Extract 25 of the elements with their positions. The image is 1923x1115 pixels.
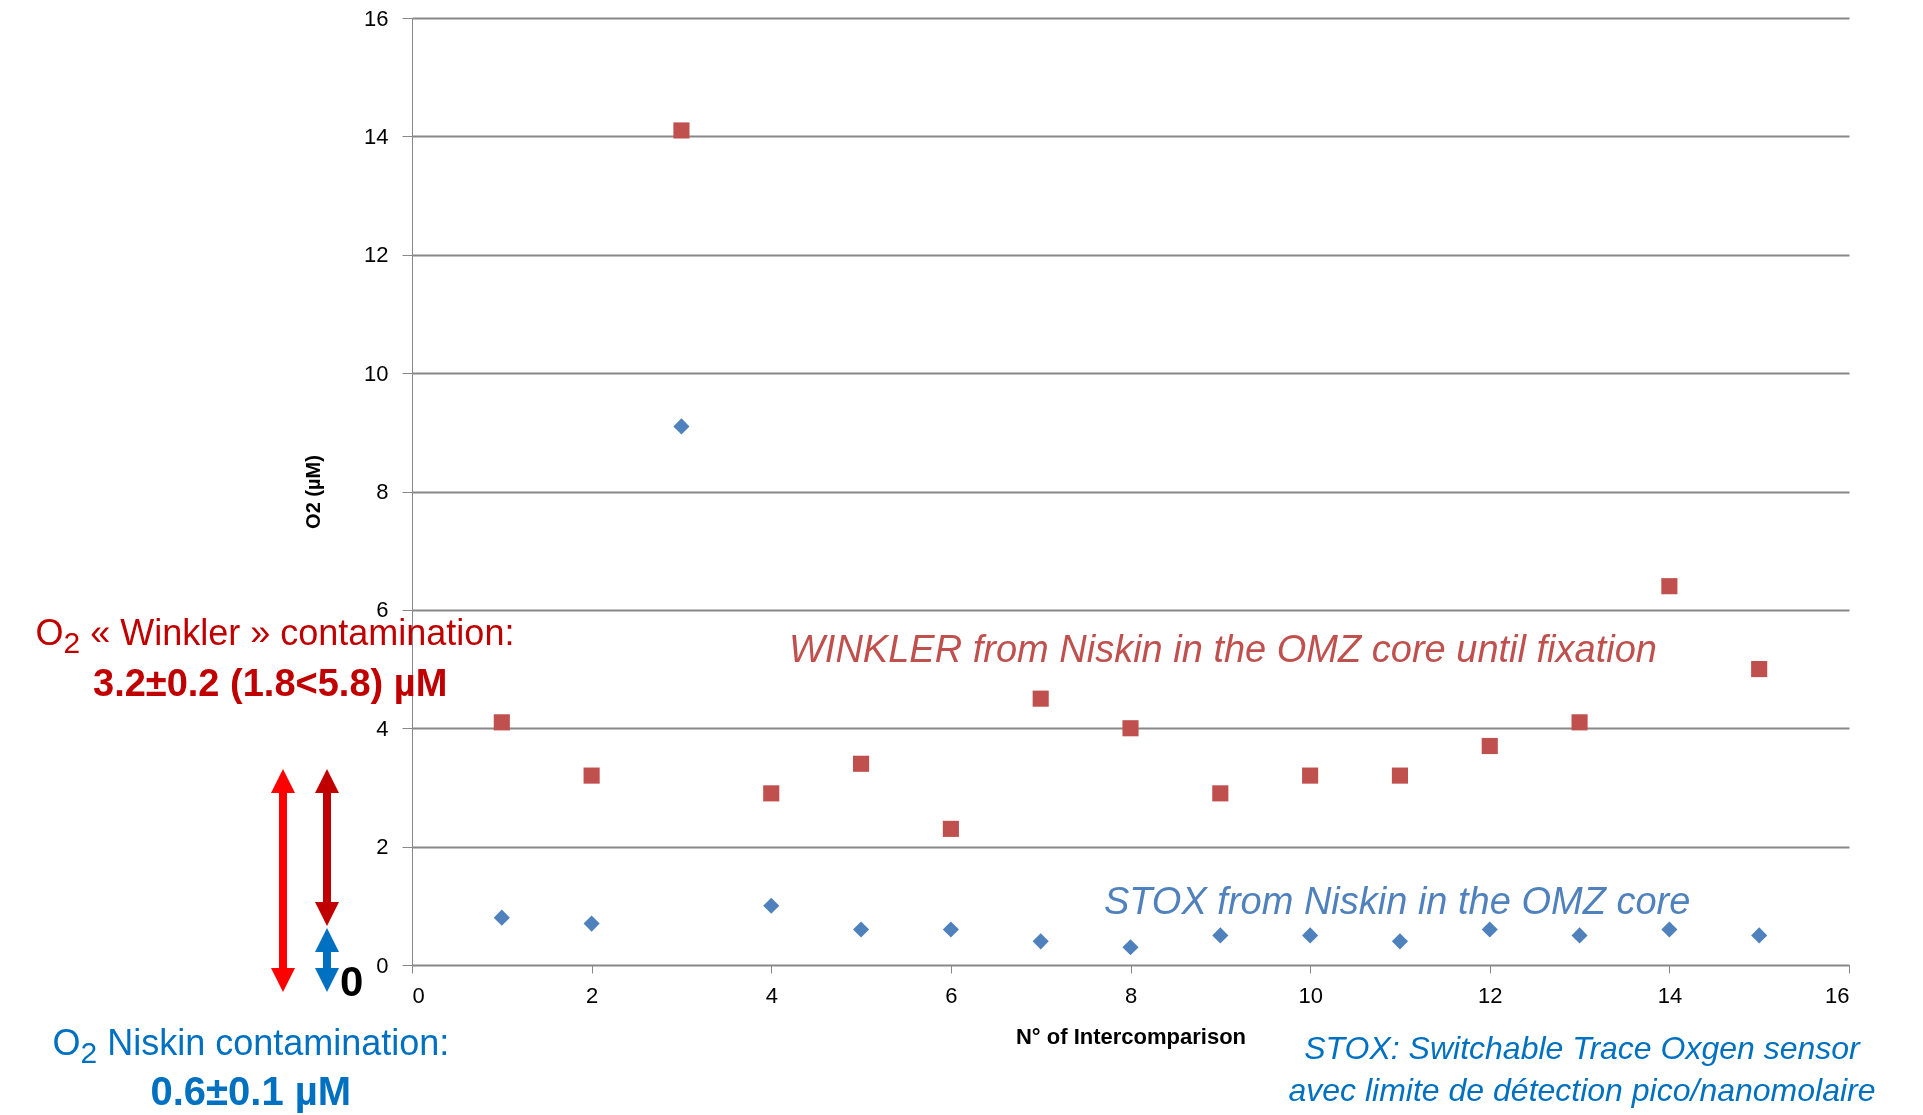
series-label: STOX from Niskin in the OMZ core [1104, 880, 1691, 923]
y-tick-label: 14 [364, 123, 389, 149]
y-tick-label: 4 [376, 715, 389, 741]
x-tick-label: 16 [1825, 982, 1850, 1008]
y-tick-label: 12 [364, 242, 389, 268]
text: STOX: Switchable Trace Oxgen sensor avec limite de détection pico/nanomolaire [1287, 1029, 1877, 1110]
annotation: 3.2±0.2 (1.8<5.8) µM [93, 662, 448, 705]
x-tick-label: 10 [1298, 982, 1323, 1008]
y-tick-label: 8 [376, 479, 389, 504]
text: 0.6±0.1 µM [150, 1069, 352, 1114]
y-tick-label: 2 [376, 834, 389, 860]
series-label: WINKLER from Niskin in the OMZ core until fixation [789, 628, 1657, 671]
x-tick-label: 14 [1657, 982, 1683, 1008]
x-axis-title: N° of Intercomparison [1015, 1023, 1247, 1049]
x-tick-label: 12 [1478, 982, 1503, 1008]
y-axis-title: O2 (µM) [302, 455, 325, 529]
x-tick-label: 8 [1124, 982, 1138, 1008]
x-tick-label: 6 [945, 982, 958, 1008]
x-tick-label: 0 [412, 982, 425, 1008]
y-tick-label: 0 [376, 952, 389, 978]
x-tick-label: 2 [586, 982, 599, 1008]
y-tick-label: 10 [364, 360, 389, 386]
text: O$_{2}$ Niskin contamination: [52, 1022, 450, 1071]
x-tick-label: 4 [765, 982, 778, 1008]
y-tick-label: 16 [364, 5, 389, 31]
